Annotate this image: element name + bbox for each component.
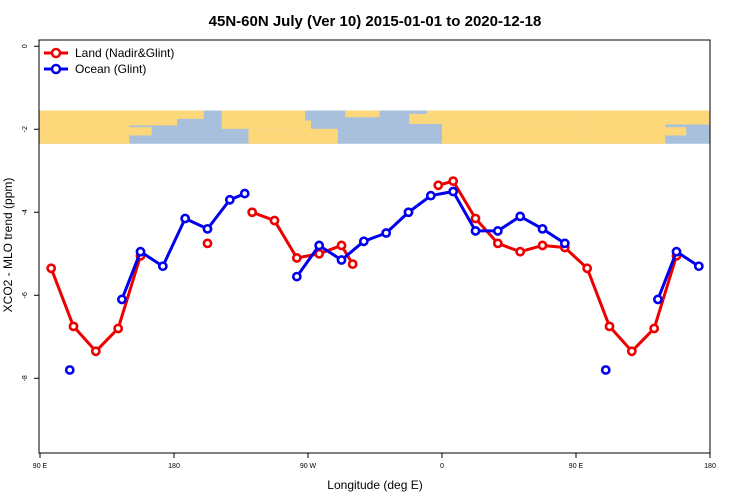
data-point xyxy=(626,346,637,357)
legend-land-marker xyxy=(50,47,62,59)
map-band-land xyxy=(40,110,710,144)
legend-ocean-label: Ocean (Glint) xyxy=(75,62,146,76)
map-land-area xyxy=(409,113,435,124)
y-axis: 0 -2 -4 -6 -8 xyxy=(22,44,39,381)
y-tick-label: -6 xyxy=(22,292,29,298)
data-point xyxy=(336,255,347,265)
map-land-area xyxy=(176,110,204,119)
data-point xyxy=(537,240,548,251)
data-point xyxy=(433,180,444,191)
data-point xyxy=(113,323,124,334)
data-point xyxy=(600,365,611,375)
y-axis-label: XCO2 - MLO trend (ppm) xyxy=(1,178,15,313)
data-point xyxy=(537,223,548,234)
data-point xyxy=(336,240,347,251)
map-land-area xyxy=(221,110,306,129)
data-point xyxy=(135,246,146,257)
data-point xyxy=(247,207,258,218)
data-point xyxy=(470,213,481,224)
plot-area xyxy=(38,39,711,454)
map-land-area xyxy=(248,128,338,144)
map-land-area xyxy=(464,118,480,128)
data-point xyxy=(202,238,213,249)
series-line xyxy=(49,255,142,353)
data-point xyxy=(492,226,503,236)
series-ocean xyxy=(64,186,704,375)
data-point xyxy=(180,213,191,224)
map-land-area xyxy=(345,110,380,118)
data-point xyxy=(381,228,392,238)
map-land-area xyxy=(129,127,152,136)
x-tick-label: 180 xyxy=(168,463,180,470)
data-point xyxy=(291,271,302,282)
legend-ocean-marker xyxy=(50,63,62,75)
data-point xyxy=(515,211,526,222)
data-point xyxy=(492,238,503,249)
data-point xyxy=(64,365,75,375)
data-point xyxy=(425,190,436,201)
map-land-area xyxy=(40,125,130,144)
legend-land-label: Land (Nadir&Glint) xyxy=(75,46,174,60)
data-point xyxy=(652,294,663,305)
y-tick-label: 0 xyxy=(22,44,29,48)
y-tick-label: -4 xyxy=(22,209,29,215)
map-land-area xyxy=(290,120,311,131)
x-tick-label: 180 xyxy=(704,463,716,470)
data-point xyxy=(116,294,127,305)
data-point xyxy=(559,238,570,249)
x-tick-label: 90 W xyxy=(300,463,317,470)
data-point xyxy=(582,263,593,274)
world-map-band xyxy=(39,110,710,144)
x-axis-label: Longitude (deg E) xyxy=(327,478,422,492)
map-land-area xyxy=(427,110,579,124)
data-point xyxy=(46,263,57,274)
data-point xyxy=(358,236,369,247)
data-point xyxy=(291,253,302,263)
y-tick-label: -2 xyxy=(22,126,29,132)
data-point xyxy=(693,261,704,272)
series-line xyxy=(437,179,678,353)
data-point xyxy=(671,246,682,257)
x-axis: 90 E 180 90 W 0 90 E 180 xyxy=(33,453,716,470)
series-line xyxy=(120,192,246,300)
y-tick-label: -8 xyxy=(22,375,29,381)
x-tick-label: 90 E xyxy=(569,463,584,470)
data-point xyxy=(157,261,168,272)
data-point xyxy=(347,259,358,270)
map-land-area xyxy=(665,127,687,136)
data-point xyxy=(239,188,250,199)
data-point xyxy=(604,321,615,332)
data-point xyxy=(448,186,459,197)
map-land-area xyxy=(40,110,177,126)
data-point xyxy=(470,226,481,236)
data-point xyxy=(314,240,325,251)
data-point xyxy=(68,321,79,332)
map-land-area xyxy=(578,124,666,144)
data-point xyxy=(202,223,213,234)
data-point xyxy=(224,194,235,205)
legend: Land (Nadir&Glint) Ocean (Glint) xyxy=(44,46,174,76)
data-point xyxy=(269,215,280,226)
data-point xyxy=(649,323,660,334)
chart-title: 45N-60N July (Ver 10) 2015-01-01 to 2020… xyxy=(209,13,542,30)
data-point xyxy=(90,346,101,357)
series-line xyxy=(295,190,566,278)
map-land-area xyxy=(578,110,710,125)
map-land-area xyxy=(442,123,579,144)
x-tick-label: 90 E xyxy=(33,463,48,470)
data-point xyxy=(448,176,459,187)
plot-frame xyxy=(38,39,711,454)
data-point xyxy=(403,207,414,218)
series-land xyxy=(46,176,682,357)
x-tick-label: 0 xyxy=(440,463,444,470)
data-point xyxy=(515,246,526,257)
